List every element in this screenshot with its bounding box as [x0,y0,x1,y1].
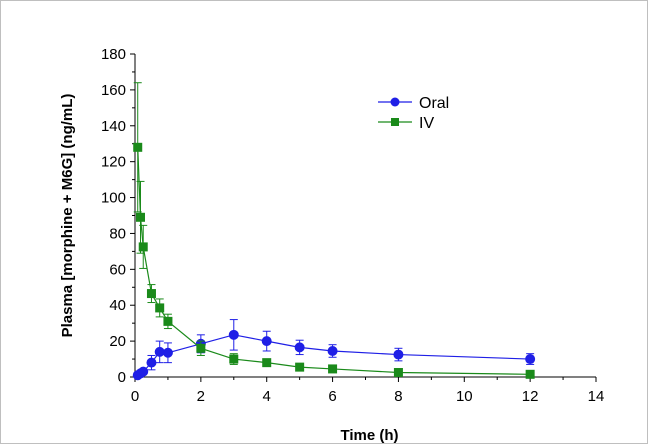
data-point [155,303,165,313]
data-point [133,142,143,152]
legend-item-oral: Oral [378,95,449,112]
legend-label: IV [419,115,434,132]
y-tick-label: 20 [109,333,126,350]
x-tick-label: 14 [588,388,605,405]
x-axis-title: Time (h) [340,427,398,444]
legend-marker [391,118,399,126]
x-tick-label: 8 [394,388,402,405]
data-point [196,343,206,353]
legend: Oral IV [378,95,449,132]
data-point [294,342,305,353]
y-tick-label: 120 [101,154,126,171]
y-tick-label: 140 [101,118,126,135]
data-point [163,316,173,326]
data-point [146,289,156,299]
data-point [229,354,239,364]
x-tick-label: 2 [197,388,205,405]
axes [134,54,596,378]
y-tick-label: 60 [109,261,126,278]
data-point [138,242,148,252]
data-point [328,364,338,374]
data-point [135,212,145,222]
legend-item-iv: IV [378,115,434,132]
x-tick-label: 0 [131,388,139,405]
x-ticks: 0 2 4 6 8 10 12 14 [131,377,605,405]
series-layer [132,82,536,381]
data-point [162,347,173,358]
data-point [525,369,535,379]
x-tick-label: 12 [522,388,539,405]
legend-label: Oral [419,95,449,112]
y-tick-label: 40 [109,297,126,314]
y-tick-label: 180 [101,46,126,63]
y-tick-label: 0 [118,369,126,386]
series-iv [133,82,535,379]
y-tick-label: 100 [101,190,126,207]
x-tick-label: 10 [456,388,473,405]
x-tick-label: 6 [328,388,336,405]
data-point [295,362,305,372]
data-point [262,358,272,368]
data-point [228,329,239,340]
y-ticks: 0 20 40 60 80 100 120 140 160 180 [101,46,135,386]
data-point [393,368,403,378]
x-tick-label: 4 [263,388,271,405]
data-point [154,346,165,357]
data-point [146,357,157,368]
data-point [525,354,536,365]
y-tick-label: 160 [101,82,126,99]
data-point [327,345,338,356]
series-line [137,147,531,375]
y-tick-label: 80 [109,225,126,242]
y-axis-title: Plasma [morphine + M6G] (ng/mL) [59,94,76,338]
data-point [261,336,272,347]
data-point [393,349,404,360]
legend-marker [390,97,400,107]
data-point [138,366,149,377]
